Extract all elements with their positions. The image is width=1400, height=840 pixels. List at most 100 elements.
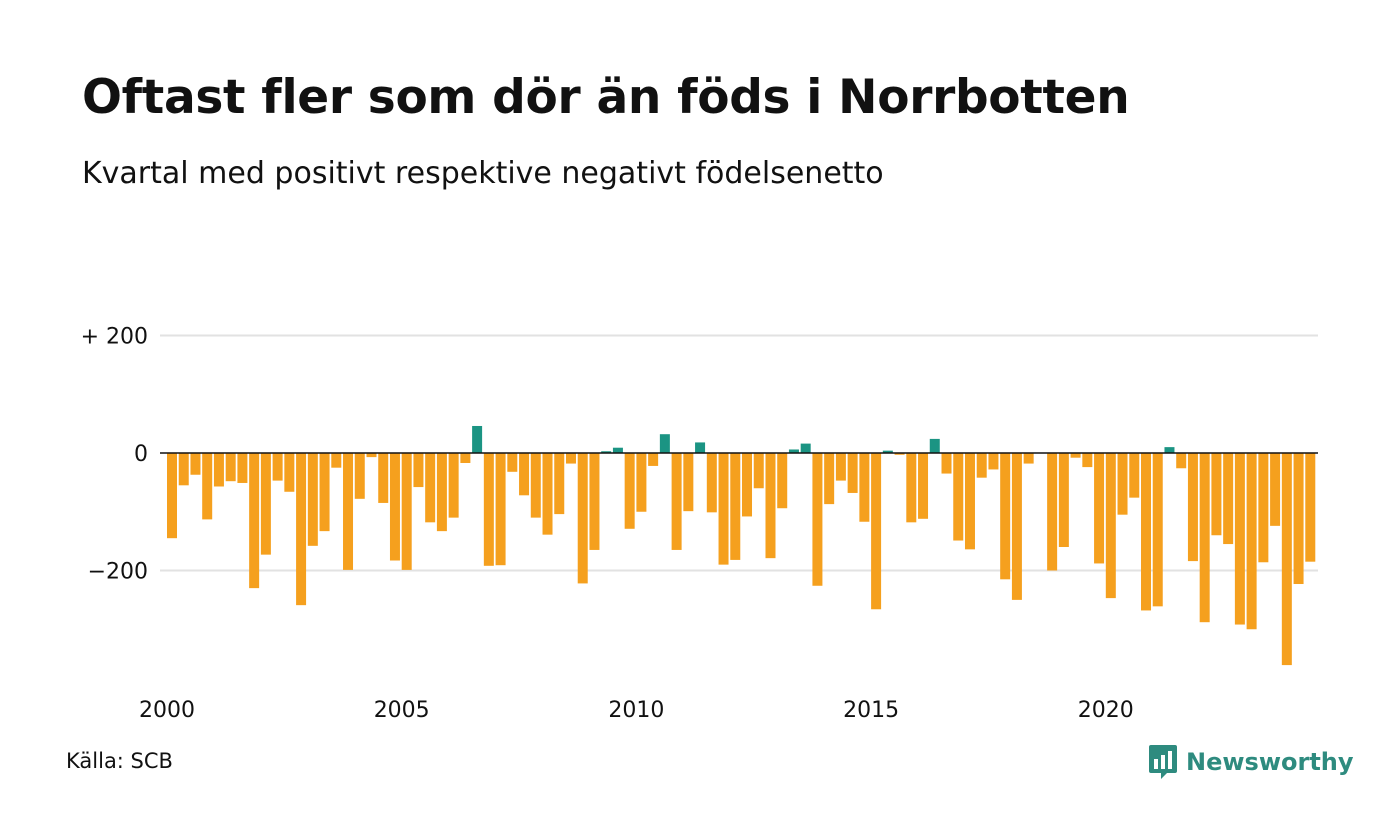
bar-negative [1270, 453, 1281, 526]
bar-negative [413, 453, 424, 488]
bar-negative [167, 453, 177, 539]
bar-negative [389, 453, 400, 561]
bar-negative [190, 453, 201, 475]
bar-negative [577, 453, 588, 584]
chart-title: Oftast fler som dör än föds i Norrbotten [82, 70, 1130, 125]
x-tick-label: 2005 [374, 698, 430, 723]
bar-negative [859, 453, 870, 522]
bar-negative [589, 453, 600, 550]
bar-negative [343, 453, 354, 570]
bar-negative [812, 453, 823, 586]
bar-negative [225, 453, 236, 482]
bar-negative [296, 453, 307, 606]
bar-negative [331, 453, 342, 468]
bar-negative [401, 453, 412, 570]
bar-negative [1246, 453, 1257, 630]
bar-negative [1187, 453, 1198, 562]
bar-chart-speech-bubble-icon [1149, 745, 1177, 779]
bar-positive [882, 450, 893, 453]
bar-negative [542, 453, 553, 535]
bar-negative [753, 453, 764, 489]
bar-negative [1211, 453, 1222, 536]
bar-negative [237, 453, 248, 483]
bar-negative [202, 453, 213, 520]
bar-positive [659, 434, 670, 453]
bar-negative [636, 453, 647, 512]
bar-negative [918, 453, 929, 519]
x-axis-labels: 2000 2005 2010 2015 2020 [139, 698, 1134, 723]
bar-negative [483, 453, 494, 566]
bar-negative [284, 453, 295, 492]
bar-negative [1199, 453, 1210, 623]
bar-negative [249, 453, 260, 589]
x-tick-label: 2015 [843, 698, 899, 723]
bar-negative [718, 453, 729, 565]
x-tick-label: 2000 [139, 698, 195, 723]
y-tick-label: 0 [134, 442, 148, 467]
bar-negative [1011, 453, 1022, 600]
bar-negative [354, 453, 365, 499]
bar-negative [1176, 453, 1187, 469]
bar-negative [906, 453, 917, 523]
bar-negative [1082, 453, 1093, 468]
bar-negative [1058, 453, 1069, 547]
bar-positive [601, 451, 612, 453]
bar-negative [1047, 453, 1058, 571]
newsworthy-logo[interactable]: Newsworthy [1148, 744, 1354, 780]
bar-negative [1141, 453, 1152, 611]
bar-positive [929, 438, 940, 453]
bar-negative [941, 453, 952, 474]
gridlines [160, 334, 1318, 572]
bar-negative [1152, 453, 1163, 607]
bar-negative [1234, 453, 1245, 625]
bar-positive [800, 443, 811, 453]
bar-negative [1258, 453, 1269, 563]
bar-negative [366, 453, 377, 458]
chart-subtitle: Kvartal med positivt respektive negativt… [82, 156, 884, 191]
bar-negative [871, 453, 882, 610]
bar-negative [964, 453, 975, 550]
bar-negative [706, 453, 717, 513]
bar-negative [824, 453, 835, 505]
bar-negative [213, 453, 224, 487]
bar-negative [565, 453, 576, 464]
bar-negative [777, 453, 788, 509]
bar-negative [425, 453, 436, 523]
bar-negative [460, 453, 471, 463]
bar-negative [1293, 453, 1304, 585]
y-axis-labels: + 200 0 −200 [81, 325, 148, 585]
bar-negative [976, 453, 987, 478]
bar-negative [742, 453, 753, 517]
y-tick-label: −200 [88, 560, 148, 585]
bar-negative [1281, 453, 1292, 666]
bar-negative [507, 453, 518, 472]
bar-positive [695, 442, 706, 453]
bar-positive [788, 449, 799, 453]
bars [167, 425, 1316, 666]
y-tick-label: + 200 [81, 325, 148, 350]
bar-chart: + 200 0 −200 2000 2005 2010 2015 2020 [81, 325, 1318, 723]
bar-positive [1164, 447, 1175, 454]
bar-negative [1305, 453, 1316, 562]
bar-negative [730, 453, 741, 560]
bar-negative [671, 453, 682, 550]
bar-positive [612, 447, 623, 453]
bar-negative [260, 453, 271, 555]
x-tick-label: 2020 [1078, 698, 1134, 723]
brand-name: Newsworthy [1186, 748, 1354, 776]
bar-negative [765, 453, 776, 559]
source-label: Källa: SCB [66, 749, 173, 773]
bar-negative [436, 453, 447, 532]
bar-negative [1094, 453, 1105, 564]
bar-negative [1070, 453, 1081, 458]
bar-negative [988, 453, 999, 470]
bar-negative [1105, 453, 1116, 599]
bar-negative [448, 453, 459, 518]
bar-negative [1223, 453, 1234, 545]
bar-negative [319, 453, 330, 532]
bar-negative [624, 453, 635, 529]
bar-positive [472, 425, 483, 453]
bar-negative [683, 453, 694, 512]
x-tick-label: 2010 [608, 698, 664, 723]
bar-negative [1023, 453, 1034, 464]
